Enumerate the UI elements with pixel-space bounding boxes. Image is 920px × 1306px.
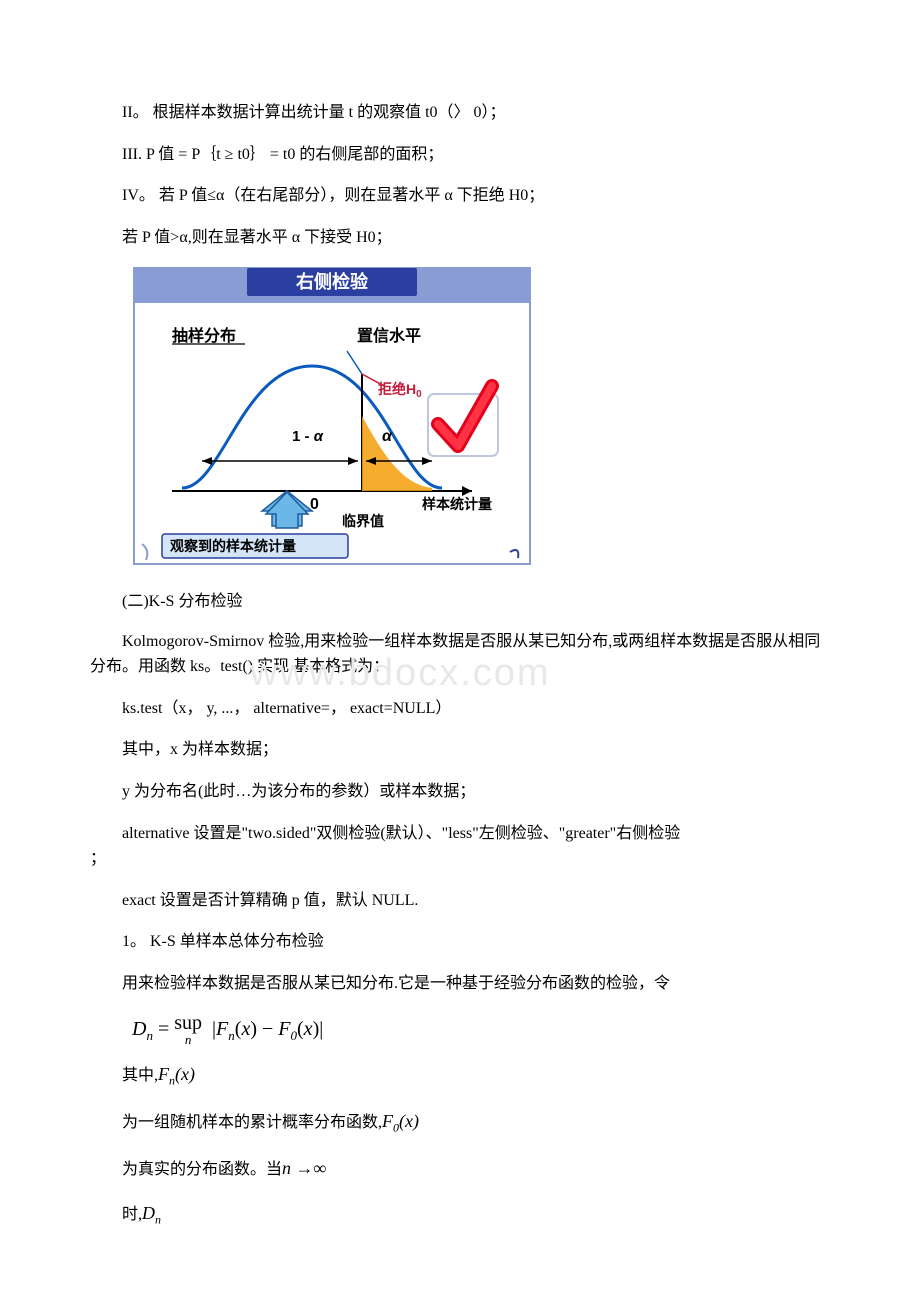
ks-code: ks.test（x， y, ...， alternative=， exact=N…: [90, 696, 830, 722]
step-iv-a: IV。 若 P 值≤α（在右尾部分），则在显著水平 α 下拒绝 H0；: [90, 183, 830, 209]
section-2-title: (二)K-S 分布检验: [90, 589, 830, 615]
step-iv-b: 若 P 值>α,则在显著水平 α 下接受 H0；: [90, 225, 830, 251]
ks-intro-1: Kolmogorov-Smirnov 检验,用来检验一组样本数据是否服从某已知分…: [90, 629, 830, 680]
where-prefix: 其中,: [122, 1067, 158, 1084]
formula-fn-x: Fn(x): [158, 1064, 195, 1084]
step-ii: II。 根据样本数据计算出统计量 t 的观察值 t0（〉 0）；: [90, 100, 830, 126]
diagram-svg: 右侧检验 抽样分布 置信水平 0: [132, 266, 532, 566]
ks-y-desc: y 为分布名(此时…为该分布的参数）或样本数据；: [90, 779, 830, 805]
true-dist-prefix: 为真实的分布函数。当: [122, 1161, 282, 1178]
where-fn: 其中,Fn(x): [90, 1060, 830, 1091]
svg-text:1 - α: 1 - α: [292, 428, 324, 445]
svg-text:抽样分布: 抽样分布: [172, 326, 236, 345]
step-iii: III. P 值 = P｛t ≥ t0｝ = t0 的右侧尾部的面积；: [90, 142, 830, 168]
cumulative-desc: 为一组随机样本的累计概率分布函数,F0(x): [90, 1107, 830, 1138]
right-tail-test-diagram: 右侧检验 抽样分布 置信水平 0: [132, 266, 830, 575]
true-dist-desc: 为真实的分布函数。当n →∞: [90, 1154, 830, 1183]
svg-text:样本统计量: 样本统计量: [422, 496, 492, 512]
svg-text:临界值: 临界值: [342, 513, 384, 529]
svg-text:置信水平: 置信水平: [357, 326, 421, 345]
ks-one-sample-desc: 用来检验样本数据是否服从某已知分布.它是一种基于经验分布函数的检验，令: [90, 971, 830, 997]
cumulative-prefix: 为一组随机样本的累计概率分布函数,: [122, 1114, 382, 1131]
formula-f0-x: F0(x): [382, 1111, 419, 1131]
when-prefix: 时,: [122, 1206, 142, 1223]
svg-text:α: α: [382, 428, 393, 445]
ks-alt-desc-a: alternative 设置是"two.sided"双侧检验(默认）、"less…: [90, 821, 830, 847]
ks-exact-desc: exact 设置是否计算精确 p 值，默认 NULL.: [90, 888, 830, 914]
formula-dn: Dn = sup n |Fn(x) − F0(x)|: [132, 1013, 830, 1047]
ks-one-sample-title: 1。 K-S 单样本总体分布检验: [90, 929, 830, 955]
svg-text:观察到的样本统计量: 观察到的样本统计量: [170, 538, 296, 554]
formula-dn-inline: Dn: [142, 1203, 161, 1223]
when-dn: 时,Dn: [90, 1199, 830, 1230]
ks-alt-desc-b: ；: [90, 846, 830, 872]
svg-text:右侧检验: 右侧检验: [296, 271, 369, 292]
ks-x-desc: 其中，x 为样本数据；: [90, 737, 830, 763]
formula-n-inf: n →∞: [282, 1158, 326, 1178]
